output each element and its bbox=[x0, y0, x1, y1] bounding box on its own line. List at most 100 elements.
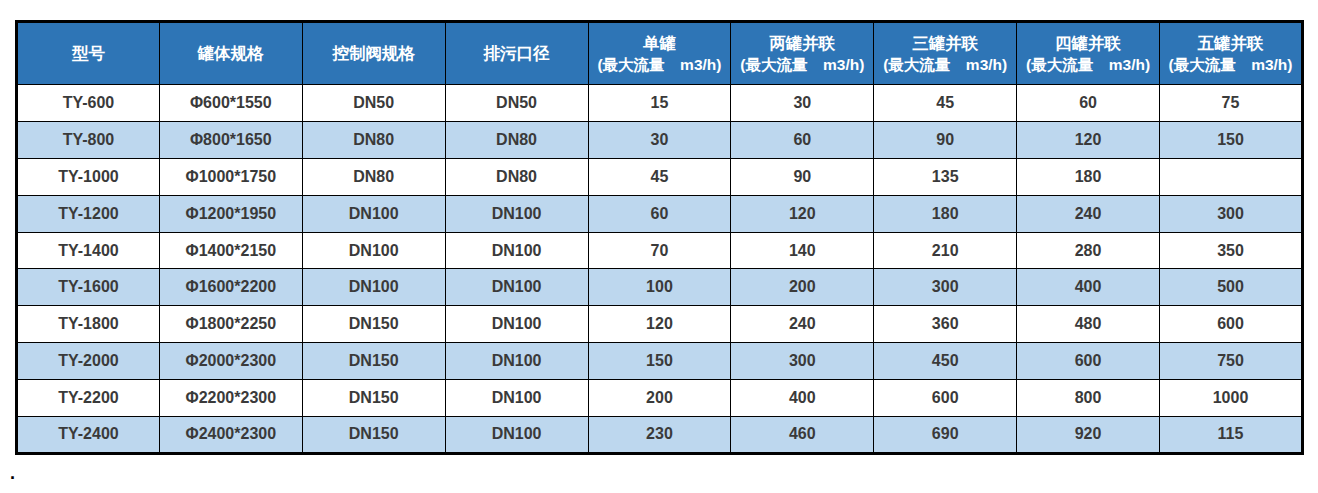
table-cell: 120 bbox=[731, 195, 874, 232]
spec-table: 型号罐体规格控制阀规格排污口径单罐(最大流量 m3/h)两罐并联(最大流量 m3… bbox=[15, 20, 1304, 455]
table-cell: Φ2200*2300 bbox=[159, 380, 302, 417]
table-cell: 135 bbox=[874, 158, 1017, 195]
table-cell: DN50 bbox=[445, 85, 588, 122]
table-cell: Φ2000*2300 bbox=[159, 343, 302, 380]
table-cell: DN100 bbox=[445, 380, 588, 417]
header-sublabel: (最大流量 m3/h) bbox=[732, 55, 872, 75]
table-cell: 150 bbox=[588, 343, 731, 380]
table-cell: 1000 bbox=[1160, 380, 1303, 417]
table-cell: 30 bbox=[588, 121, 731, 158]
table-cell: DN80 bbox=[445, 121, 588, 158]
table-cell: DN50 bbox=[302, 85, 445, 122]
header-label: 三罐并联 bbox=[875, 32, 1015, 54]
table-cell: DN100 bbox=[445, 343, 588, 380]
table-cell: 600 bbox=[1017, 343, 1160, 380]
header-sublabel: (最大流量 m3/h) bbox=[875, 55, 1015, 75]
header-row: 型号罐体规格控制阀规格排污口径单罐(最大流量 m3/h)两罐并联(最大流量 m3… bbox=[17, 22, 1303, 85]
table-cell: 350 bbox=[1160, 232, 1303, 269]
table-cell: 280 bbox=[1017, 232, 1160, 269]
header-cell-col2: 控制阀规格 bbox=[302, 22, 445, 85]
header-cell-col8: 五罐并联(最大流量 m3/h) bbox=[1160, 22, 1303, 85]
header-cell-col3: 排污口径 bbox=[445, 22, 588, 85]
header-cell-col0: 型号 bbox=[17, 22, 160, 85]
table-cell: TY-2400 bbox=[17, 417, 160, 454]
header-cell-col4: 单罐(最大流量 m3/h) bbox=[588, 22, 731, 85]
table-cell: 240 bbox=[731, 306, 874, 343]
table-cell: 180 bbox=[1017, 158, 1160, 195]
table-cell: 920 bbox=[1017, 417, 1160, 454]
table-cell: TY-1000 bbox=[17, 158, 160, 195]
table-cell: 120 bbox=[1017, 121, 1160, 158]
table-cell: 120 bbox=[588, 306, 731, 343]
table-row-ty-1600: TY-1600Φ1600*2200DN100DN1001002003004005… bbox=[17, 269, 1303, 306]
spec-table-body: TY-600Φ600*1550DN50DN501530456075TY-800Φ… bbox=[17, 85, 1303, 454]
header-label: 型号 bbox=[19, 42, 158, 64]
header-label: 罐体规格 bbox=[161, 42, 301, 64]
header-label: 控制阀规格 bbox=[304, 42, 444, 64]
table-row-ty-1400: TY-1400Φ1400*2150DN100DN1007014021028035… bbox=[17, 232, 1303, 269]
header-sublabel: (最大流量 m3/h) bbox=[1161, 55, 1300, 75]
header-label: 单罐 bbox=[590, 32, 730, 54]
table-cell: DN80 bbox=[302, 121, 445, 158]
table-cell: TY-2200 bbox=[17, 380, 160, 417]
table-cell: TY-600 bbox=[17, 85, 160, 122]
table-cell: 230 bbox=[588, 417, 731, 454]
table-row-ty-1200: TY-1200Φ1200*1950DN100DN1006012018024030… bbox=[17, 195, 1303, 232]
table-cell: TY-1200 bbox=[17, 195, 160, 232]
table-cell: DN100 bbox=[302, 232, 445, 269]
table-cell: DN100 bbox=[302, 195, 445, 232]
header-label: 两罐并联 bbox=[732, 32, 872, 54]
table-cell: 210 bbox=[874, 232, 1017, 269]
table-cell: Φ1800*2250 bbox=[159, 306, 302, 343]
table-cell: 800 bbox=[1017, 380, 1160, 417]
table-cell: 300 bbox=[1160, 195, 1303, 232]
table-cell: Φ2400*2300 bbox=[159, 417, 302, 454]
table-cell: 140 bbox=[731, 232, 874, 269]
table-cell: DN150 bbox=[302, 417, 445, 454]
table-cell: 45 bbox=[874, 85, 1017, 122]
table-cell: TY-800 bbox=[17, 121, 160, 158]
header-cell-col7: 四罐并联(最大流量 m3/h) bbox=[1017, 22, 1160, 85]
table-row-ty-1000: TY-1000Φ1000*1750DN80DN804590135180 bbox=[17, 158, 1303, 195]
table-cell: TY-1600 bbox=[17, 269, 160, 306]
table-cell: DN100 bbox=[445, 232, 588, 269]
table-cell: 180 bbox=[874, 195, 1017, 232]
table-cell: TY-2000 bbox=[17, 343, 160, 380]
table-cell: 100 bbox=[588, 269, 731, 306]
header-label: 排污口径 bbox=[447, 42, 587, 64]
table-cell: 75 bbox=[1160, 85, 1303, 122]
table-cell: Φ1000*1750 bbox=[159, 158, 302, 195]
table-cell: 150 bbox=[1160, 121, 1303, 158]
table-row-ty-2000: TY-2000Φ2000*2300DN150DN1001503004506007… bbox=[17, 343, 1303, 380]
table-cell: 400 bbox=[731, 380, 874, 417]
table-cell: TY-1800 bbox=[17, 306, 160, 343]
table-cell: 90 bbox=[731, 158, 874, 195]
table-cell: 60 bbox=[731, 121, 874, 158]
table-cell: DN100 bbox=[445, 306, 588, 343]
table-cell: TY-1400 bbox=[17, 232, 160, 269]
header-label: 四罐并联 bbox=[1018, 32, 1158, 54]
table-cell: 600 bbox=[874, 380, 1017, 417]
table-cell: 460 bbox=[731, 417, 874, 454]
spec-table-header: 型号罐体规格控制阀规格排污口径单罐(最大流量 m3/h)两罐并联(最大流量 m3… bbox=[17, 22, 1303, 85]
table-cell: DN80 bbox=[302, 158, 445, 195]
table-cell: 115 bbox=[1160, 417, 1303, 454]
table-cell: 750 bbox=[1160, 343, 1303, 380]
table-cell: 690 bbox=[874, 417, 1017, 454]
table-cell: 400 bbox=[1017, 269, 1160, 306]
table-cell: Φ800*1650 bbox=[159, 121, 302, 158]
table-cell: Φ600*1550 bbox=[159, 85, 302, 122]
header-sublabel: (最大流量 m3/h) bbox=[1018, 55, 1158, 75]
table-cell: 45 bbox=[588, 158, 731, 195]
table-row-ty-800: TY-800Φ800*1650DN80DN80306090120150 bbox=[17, 121, 1303, 158]
stray-period-mark: . bbox=[10, 464, 15, 482]
table-cell: DN100 bbox=[302, 269, 445, 306]
table-cell bbox=[1160, 158, 1303, 195]
table-cell: 300 bbox=[874, 269, 1017, 306]
table-row-ty-2200: TY-2200Φ2200*2300DN150DN1002004006008001… bbox=[17, 380, 1303, 417]
table-cell: 480 bbox=[1017, 306, 1160, 343]
table-cell: DN100 bbox=[445, 269, 588, 306]
table-cell: 300 bbox=[731, 343, 874, 380]
table-cell: 70 bbox=[588, 232, 731, 269]
header-cell-col1: 罐体规格 bbox=[159, 22, 302, 85]
